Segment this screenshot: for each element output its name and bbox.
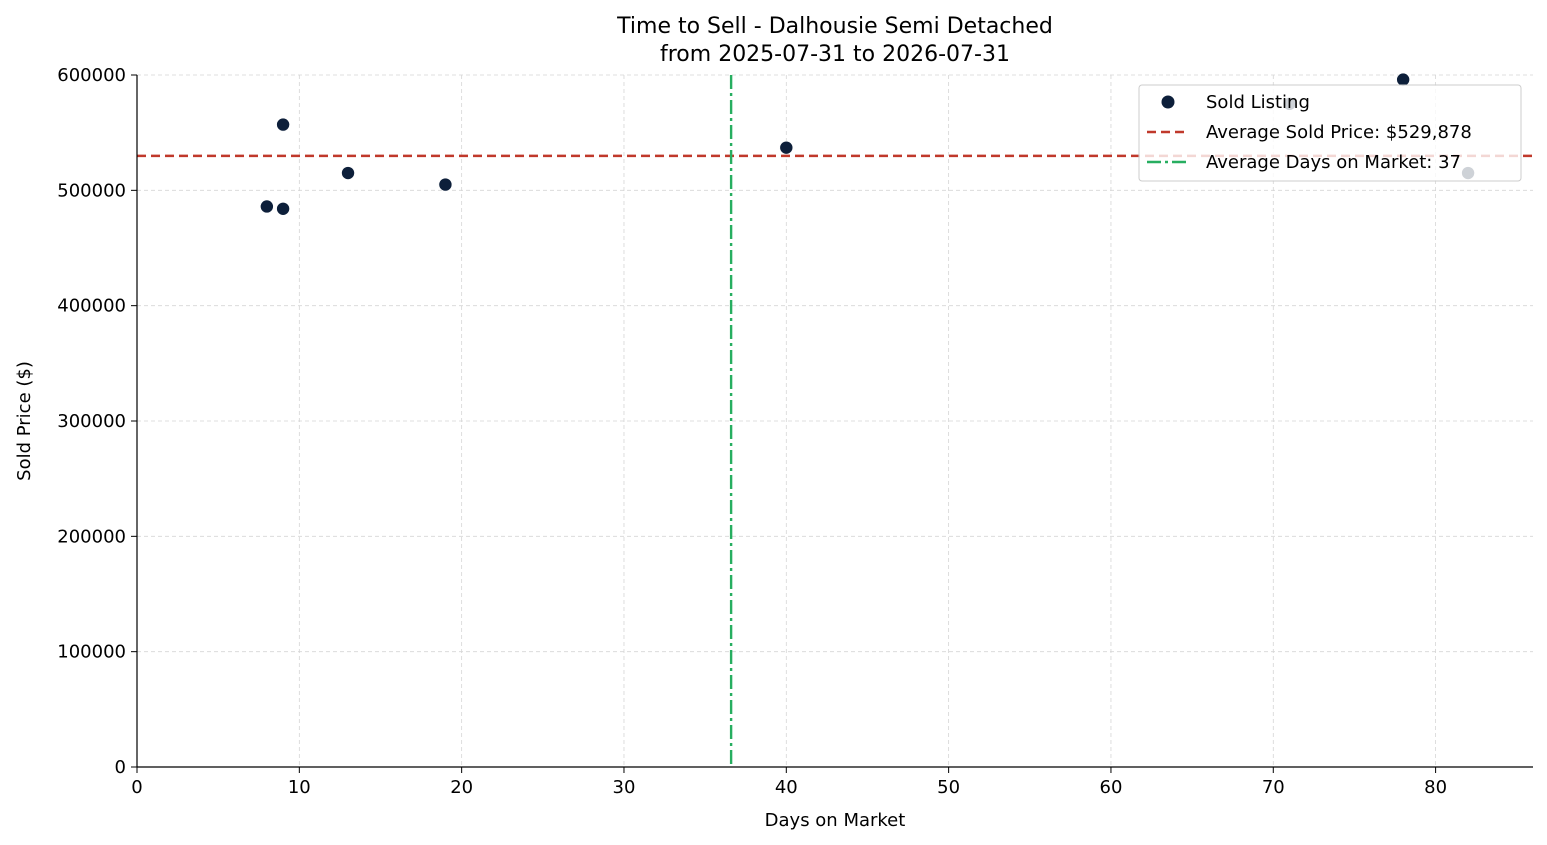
y-axis-title: Sold Price ($) [14, 361, 35, 481]
y-tick-label: 100000 [57, 642, 126, 663]
axes [131, 74, 1533, 773]
x-axis-title: Days on Market [765, 810, 906, 831]
legend-label-reference-line: Average Days on Market: 37 [1206, 152, 1461, 173]
legend-label-sold-listing: Sold Listing [1206, 92, 1310, 113]
y-tick-label: 0 [115, 757, 126, 778]
legend-label-reference-line: Average Sold Price: $529,878 [1206, 122, 1472, 143]
x-tick-label: 30 [613, 777, 636, 798]
y-tick-label: 500000 [57, 180, 126, 201]
sold-listing-point [1396, 72, 1410, 87]
sold-listing-point [341, 166, 355, 180]
x-tick-label: 20 [450, 777, 473, 798]
chart-subtitle: from 2025-07-31 to 2026-07-31 [660, 42, 1010, 67]
x-tick-label: 10 [288, 777, 311, 798]
y-tick-label: 200000 [57, 526, 126, 547]
legend: Sold Listing Average Sold Price: $529,878… [1138, 84, 1522, 182]
x-tick-label: 0 [131, 777, 142, 798]
y-tick-label: 300000 [57, 411, 126, 432]
y-tick-label: 400000 [57, 296, 126, 317]
x-tick-label: 60 [1100, 777, 1123, 798]
x-tick-label: 40 [775, 777, 798, 798]
sold-listing-point [779, 140, 794, 155]
sold-listing-point [276, 201, 290, 216]
x-tick-label: 50 [937, 777, 960, 798]
sold-listing-point [438, 177, 453, 192]
legend-marker-sold-listing [1161, 95, 1175, 109]
tick-labels: 0 10 20 30 40 50 60 70 80 0 100000 200000 300000 4000… [57, 65, 1447, 798]
chart-title: Time to Sell - Dalhousie Semi Detached [616, 14, 1053, 39]
sold-listing-point [276, 117, 290, 132]
y-tick-label: 600000 [57, 65, 126, 86]
legend-box [1138, 84, 1522, 182]
sold-listing-point [260, 199, 274, 214]
x-tick-label: 70 [1262, 777, 1285, 798]
grid [137, 74, 1533, 767]
x-tick-label: 80 [1424, 777, 1447, 798]
